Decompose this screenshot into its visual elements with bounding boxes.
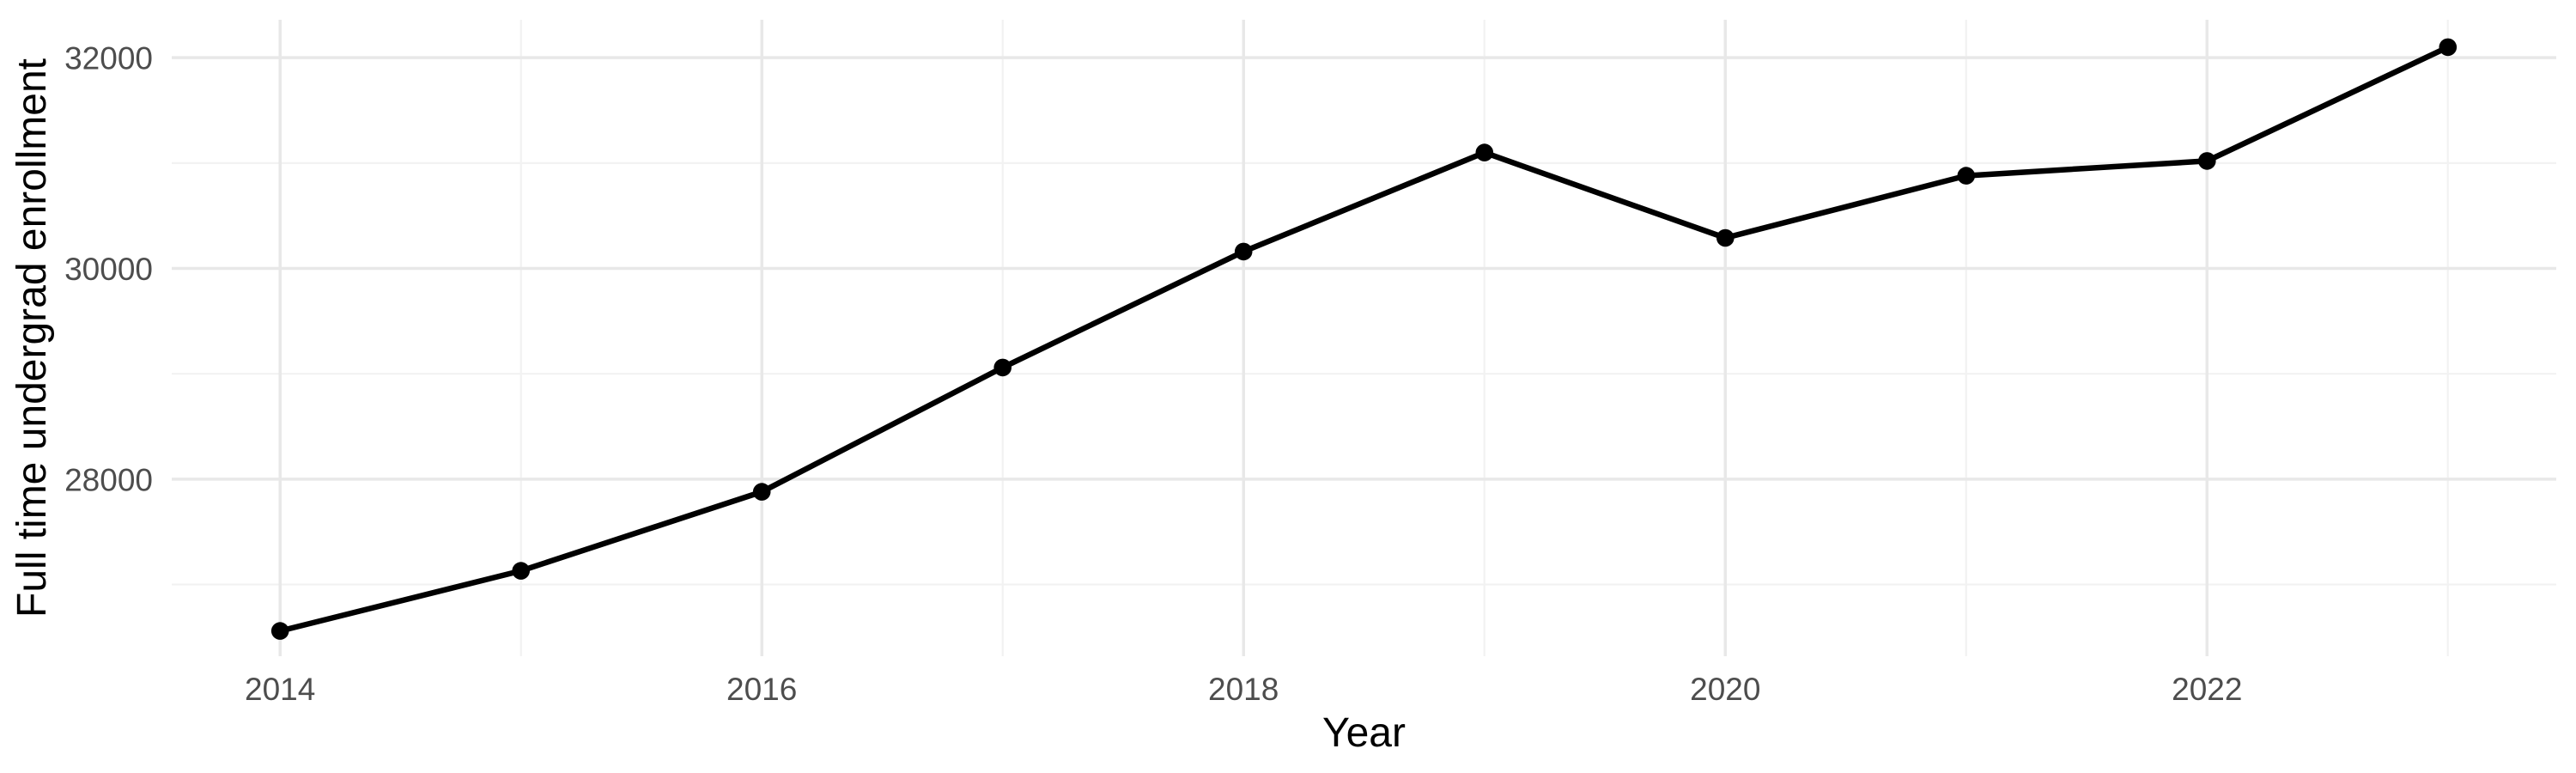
data-point: [512, 562, 530, 580]
y-tick-label: 28000: [64, 462, 153, 497]
y-tick-label: 32000: [64, 41, 153, 76]
data-point: [752, 483, 771, 501]
data-point: [1957, 167, 1976, 185]
x-tick-label: 2014: [245, 672, 315, 707]
y-axis-title: Full time undergrad enrollment: [7, 20, 58, 656]
data-point: [993, 358, 1012, 377]
y-axis-title-text: Full time undergrad enrollment: [9, 58, 55, 618]
x-tick-label: 2022: [2172, 672, 2242, 707]
y-tick-label: 30000: [64, 252, 153, 287]
data-point: [1234, 242, 1253, 261]
x-axis-title: Year: [1322, 710, 1406, 756]
data-point: [2439, 38, 2458, 57]
data-point: [1475, 143, 1494, 161]
data-point: [270, 622, 289, 640]
x-tick-label: 2016: [726, 672, 797, 707]
data-line: [279, 44, 2450, 634]
x-tick-label: 2020: [1690, 672, 1760, 707]
x-tick-label: 2018: [1208, 672, 1279, 707]
data-point: [1716, 228, 1735, 247]
data-point: [2198, 152, 2216, 170]
